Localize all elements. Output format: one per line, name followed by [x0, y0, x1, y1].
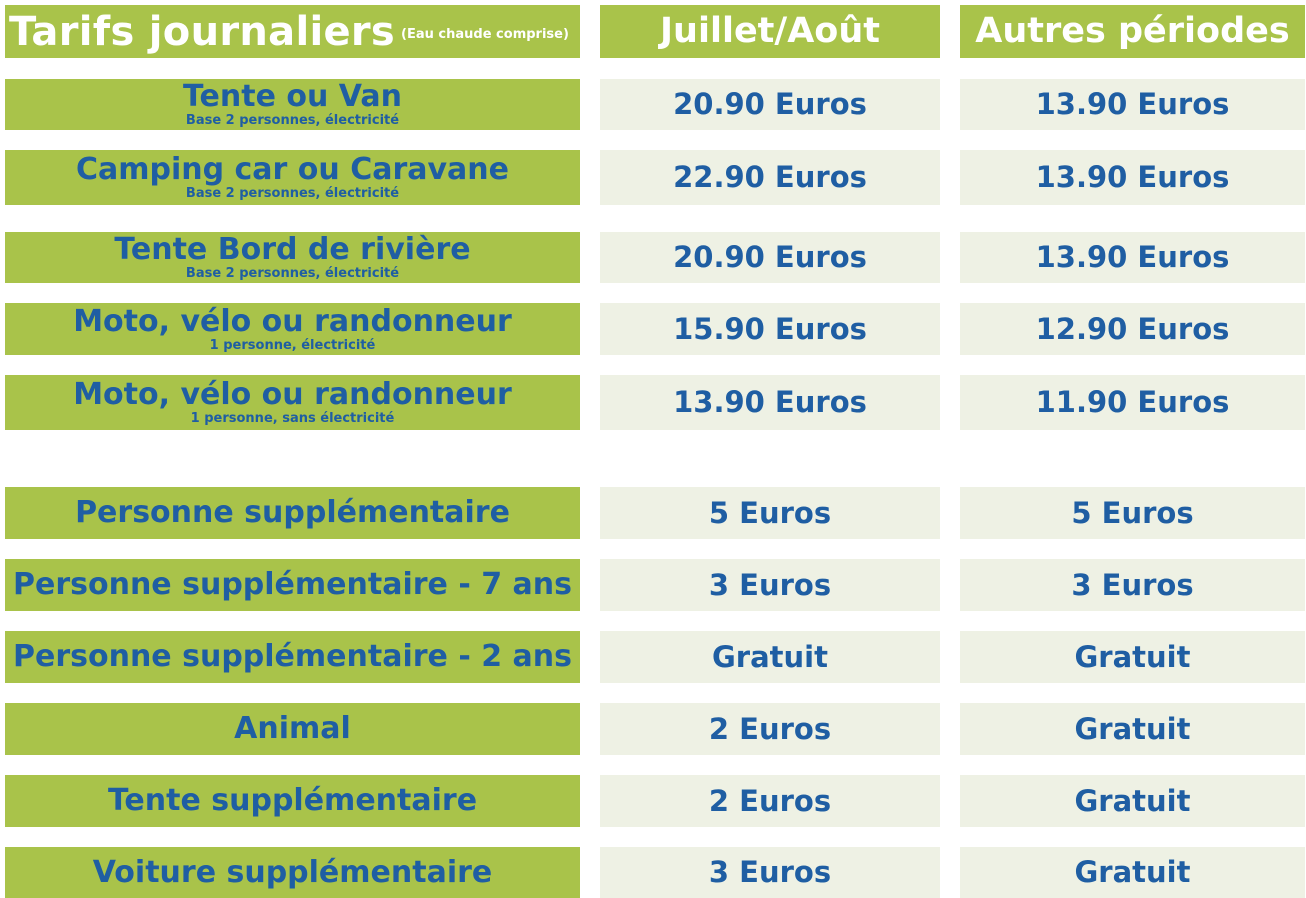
rate-label: Moto, vélo ou randonneur 1 personne, éle…	[5, 303, 580, 355]
rate-label-sub: 1 personne, sans électricité	[190, 411, 395, 426]
price-other: 13.90 Euros	[960, 150, 1305, 205]
rate-label-main: Personne supplémentaire - 7 ans	[13, 567, 572, 602]
price-peak: Gratuit	[600, 631, 940, 683]
rate-label-sub: 1 personne, électricité	[209, 337, 376, 353]
rate-label-main: Moto, vélo ou randonneur	[73, 377, 512, 412]
rate-label-sub: Base 2 personnes, électricité	[185, 186, 400, 201]
rate-label-main: Personne supplémentaire - 2 ans	[13, 639, 572, 674]
price-peak: 2 Euros	[600, 775, 940, 827]
price-other: 11.90 Euros	[960, 375, 1305, 430]
price-peak: 3 Euros	[600, 847, 940, 898]
price-peak: 22.90 Euros	[600, 150, 940, 205]
price-peak: 13.90 Euros	[600, 375, 940, 430]
rate-label-main: Moto, vélo ou randonneur	[73, 303, 512, 339]
rate-label: Personne supplémentaire	[5, 487, 580, 539]
table-title: Tarifs journaliers (Eau chaude comprise)	[5, 5, 580, 58]
price-other: 13.90 Euros	[960, 79, 1305, 130]
column-header-other: Autres périodes	[960, 5, 1305, 58]
rate-label-main: Tente supplémentaire	[107, 783, 478, 818]
price-other: Gratuit	[960, 847, 1305, 898]
rate-label: Tente Bord de rivière Base 2 personnes, …	[5, 232, 580, 283]
price-peak: 3 Euros	[600, 559, 940, 611]
price-peak: 5 Euros	[600, 487, 940, 539]
page-subtitle: (Eau chaude comprise)	[401, 27, 569, 42]
rate-label-main: Tente ou Van	[183, 79, 402, 114]
price-other: 3 Euros	[960, 559, 1305, 611]
price-peak: 20.90 Euros	[600, 232, 940, 283]
rate-label-main: Personne supplémentaire	[75, 495, 510, 530]
price-peak: 2 Euros	[600, 703, 940, 755]
rate-label: Moto, vélo ou randonneur 1 personne, san…	[5, 375, 580, 430]
rate-label: Personne supplémentaire - 2 ans	[5, 631, 580, 683]
rate-label: Camping car ou Caravane Base 2 personnes…	[5, 150, 580, 205]
price-peak: 20.90 Euros	[600, 79, 940, 130]
rate-label: Voiture supplémentaire	[5, 847, 580, 898]
rate-label-sub: Base 2 personnes, électricité	[185, 266, 400, 281]
column-header-peak: Juillet/Août	[600, 5, 940, 58]
rate-label-main: Tente Bord de rivière	[114, 232, 471, 267]
rate-label: Tente ou Van Base 2 personnes, électrici…	[5, 79, 580, 130]
price-peak: 15.90 Euros	[600, 303, 940, 355]
price-other: Gratuit	[960, 703, 1305, 755]
rate-label-main: Camping car ou Caravane	[75, 152, 510, 187]
price-other: Gratuit	[960, 775, 1305, 827]
rate-label: Animal	[5, 703, 580, 755]
price-other: 12.90 Euros	[960, 303, 1305, 355]
page-title: Tarifs journaliers	[9, 8, 396, 55]
price-other: 5 Euros	[960, 487, 1305, 539]
price-other: 13.90 Euros	[960, 232, 1305, 283]
rate-label: Personne supplémentaire - 7 ans	[5, 559, 580, 611]
rate-label: Tente supplémentaire	[5, 775, 580, 827]
rate-label-main: Voiture supplémentaire	[92, 854, 493, 890]
rate-label-sub: Base 2 personnes, électricité	[185, 113, 400, 128]
price-other: Gratuit	[960, 631, 1305, 683]
rate-label-main: Animal	[234, 711, 351, 746]
